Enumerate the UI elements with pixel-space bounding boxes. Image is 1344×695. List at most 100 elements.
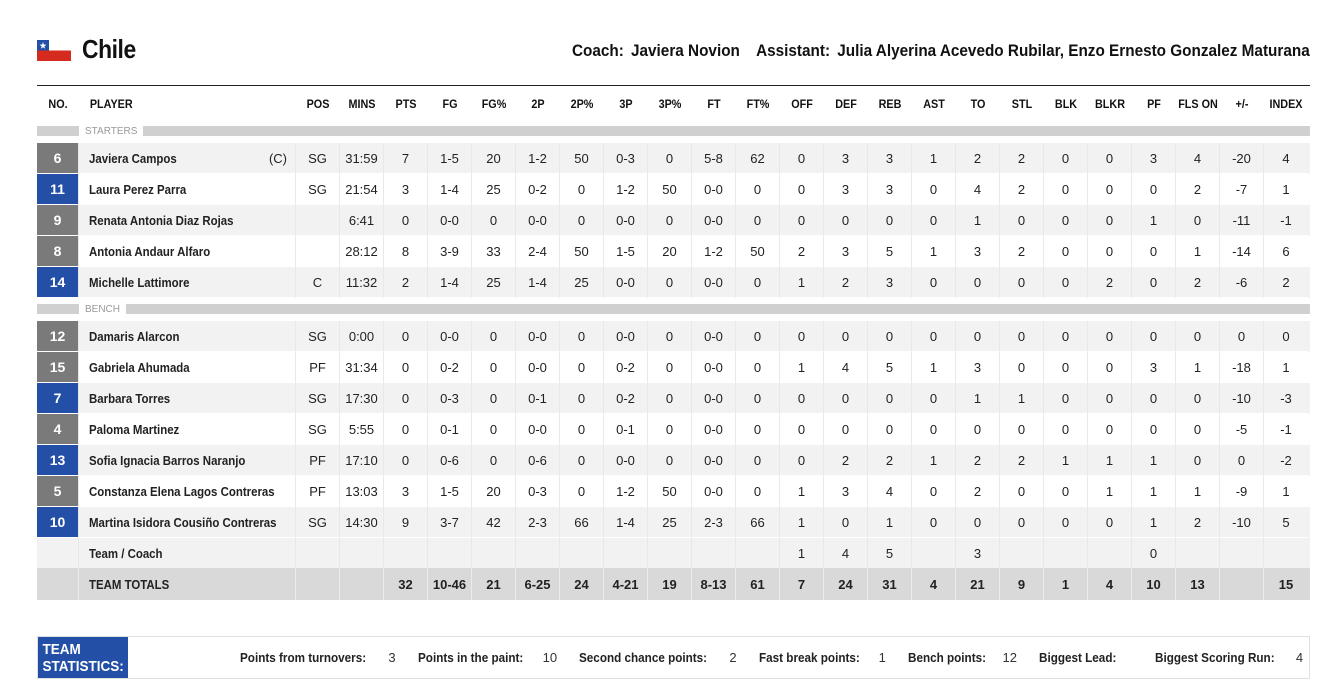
stat-ast: 1 (912, 236, 956, 267)
player-name-cell[interactable]: Antonia Andaur Alfaro (79, 236, 296, 267)
player-name[interactable]: Javiera Campos (89, 150, 177, 166)
player-name-cell[interactable]: Paloma Martinez (79, 414, 296, 445)
stat-pos (296, 205, 340, 236)
stat-blkr: 0 (1088, 236, 1132, 267)
player-row[interactable]: 5 Constanza Elena Lagos Contreras PF 13:03 3… (37, 476, 1310, 507)
player-row[interactable]: 7 Barbara Torres SG 17:30 0 0-3 0 0-1 0 0-2 0 0-0 0 0… (37, 383, 1310, 414)
player-row[interactable]: 15 Gabriela Ahumada PF 31:34 0 0-2 0 0-0 0 0-2 0 0-… (37, 352, 1310, 383)
player-name-cell[interactable]: Constanza Elena Lagos Contreras (79, 476, 296, 507)
player-name[interactable]: Sofia Ignacia Barros Naranjo (89, 452, 246, 468)
stat-fg: 20 (472, 476, 516, 507)
column-header-3p: 3P (619, 97, 633, 111)
player-number-cell: 4 (37, 414, 79, 445)
stat-ft: 8-13 (692, 568, 736, 600)
player-row[interactable]: 8 Antonia Andaur Alfaro 28:12 8 3-9 33 2-4 50 1-… (37, 236, 1310, 267)
stat-pts: 0 (384, 414, 428, 445)
captain-marker: (C) (268, 150, 287, 166)
player-row[interactable]: 14 Michelle Lattimore C 11:32 2 1-4 25 1-4 25 0-0… (37, 267, 1310, 298)
team-stat-label: Bench points: (907, 650, 986, 665)
team-stat-value: 2 (729, 650, 737, 665)
stat-pos (296, 538, 340, 568)
stat-off: 1 (780, 267, 824, 298)
player-name[interactable]: Michelle Lattimore (89, 274, 190, 290)
stat-blk: 0 (1044, 321, 1088, 352)
player-name-cell[interactable]: Martina Isidora Cousiño Contreras (79, 507, 296, 538)
player-number-cell: 8 (37, 236, 79, 267)
player-row[interactable]: 4 Paloma Martinez SG 5:55 0 0-1 0 0-0 0 0-1 0 0-0 0 0… (37, 414, 1310, 445)
player-name-cell[interactable]: Laura Perez Parra (79, 174, 296, 205)
stat-mins: 28:12 (340, 236, 384, 267)
stat-3p: 0-1 (604, 414, 648, 445)
stat-mins (340, 538, 384, 568)
stat-mins: 14:30 (340, 507, 384, 538)
stat-def: 2 (824, 267, 868, 298)
player-row[interactable]: 12 Damaris Alarcon SG 0:00 0 0-0 0 0-0 0 0-0 0 0-0 0… (37, 321, 1310, 352)
stat-fg (472, 538, 516, 568)
stat-def: 3 (824, 236, 868, 267)
player-name-cell[interactable]: Barbara Torres (79, 383, 296, 414)
stat-stl (1000, 538, 1044, 568)
player-name[interactable]: Constanza Elena Lagos Contreras (89, 483, 275, 499)
stat-3p: 0-2 (604, 383, 648, 414)
stat-2p: 2-4 (516, 236, 560, 267)
player-name-cell[interactable]: Renata Antonia Diaz Rojas (79, 205, 296, 236)
player-row[interactable]: 11 Laura Perez Parra SG 21:54 3 1-4 25 0-2 0 1-2 5… (37, 174, 1310, 205)
player-name-cell[interactable]: Sofia Ignacia Barros Naranjo (79, 445, 296, 476)
stat-pts: 0 (384, 383, 428, 414)
stat-pts: 7 (384, 143, 428, 174)
player-row[interactable]: 9 Renata Antonia Diaz Rojas 6:41 0 0-0 0 0-0 0 0… (37, 205, 1310, 236)
stat-stl: 2 (1000, 143, 1044, 174)
player-row[interactable]: 13 Sofia Ignacia Barros Naranjo PF 17:10 0 0-… (37, 445, 1310, 476)
stat-mins (340, 568, 384, 600)
stat-2p: 24 (560, 568, 604, 600)
stat-off: 0 (780, 383, 824, 414)
stat-pos: PF (296, 476, 340, 507)
player-name[interactable]: Laura Perez Parra (89, 181, 187, 197)
jersey-number-badge: 7 (37, 383, 78, 413)
team-statistics-items: Points from turnovers: 3 Points in the pai… (240, 650, 1325, 665)
stat-ft: 50 (736, 236, 780, 267)
stat-stl: 9 (1000, 568, 1044, 600)
section-divider (37, 126, 1310, 136)
stat-ft: 1-2 (692, 236, 736, 267)
stat-reb: 3 (868, 267, 912, 298)
stat-ft: 0-0 (692, 476, 736, 507)
stat-fg: 0 (472, 352, 516, 383)
stat-blk: 0 (1044, 174, 1088, 205)
stat-ft: 2-3 (692, 507, 736, 538)
stat-blkr: 0 (1088, 321, 1132, 352)
column-header-blkr: BLKR (1094, 97, 1125, 111)
stat-off: 1 (780, 352, 824, 383)
stat-3p: 50 (648, 476, 692, 507)
player-name-cell[interactable]: Gabriela Ahumada (79, 352, 296, 383)
stat-2p: 66 (560, 507, 604, 538)
stat-ast: 0 (912, 414, 956, 445)
player-row[interactable]: 6 Javiera Campos (C) SG 31:59 7 1-5 20 1-2 50 0-3 0… (37, 143, 1310, 174)
player-name[interactable]: Martina Isidora Cousiño Contreras (89, 514, 277, 530)
stat-fg: 1-5 (428, 143, 472, 174)
player-name[interactable]: Antonia Andaur Alfaro (89, 243, 211, 259)
stat-3p: 0 (648, 321, 692, 352)
player-name-cell[interactable]: Javiera Campos (C) (79, 143, 296, 174)
player-name[interactable]: Paloma Martinez (89, 421, 180, 437)
jersey-number-badge: 14 (37, 267, 78, 297)
jersey-number-badge: 5 (37, 476, 78, 506)
player-name[interactable]: Damaris Alarcon (89, 328, 180, 344)
player-name-cell[interactable]: Michelle Lattimore (79, 267, 296, 298)
section-starters: STARTERS (37, 120, 1310, 143)
stat-plus-minus: 0 (1220, 445, 1264, 476)
stat-2p: 0 (560, 445, 604, 476)
team-stat-item: Second chance points: 2 (579, 650, 737, 665)
stat-def: 0 (824, 414, 868, 445)
player-name[interactable]: Renata Antonia Diaz Rojas (89, 212, 234, 228)
player-name[interactable]: Gabriela Ahumada (89, 359, 190, 375)
section-divider (37, 304, 1310, 314)
player-name-cell[interactable]: Damaris Alarcon (79, 321, 296, 352)
jersey-number-badge: 4 (37, 414, 78, 444)
stat-2p (516, 538, 560, 568)
stat-ft: 0 (736, 414, 780, 445)
stat-plus-minus: 0 (1220, 321, 1264, 352)
player-name[interactable]: Barbara Torres (89, 390, 171, 406)
team-coach-row: Team / Coach 1 4 5 3 0 (37, 538, 1310, 568)
player-row[interactable]: 10 Martina Isidora Cousiño Contreras SG 14:… (37, 507, 1310, 538)
